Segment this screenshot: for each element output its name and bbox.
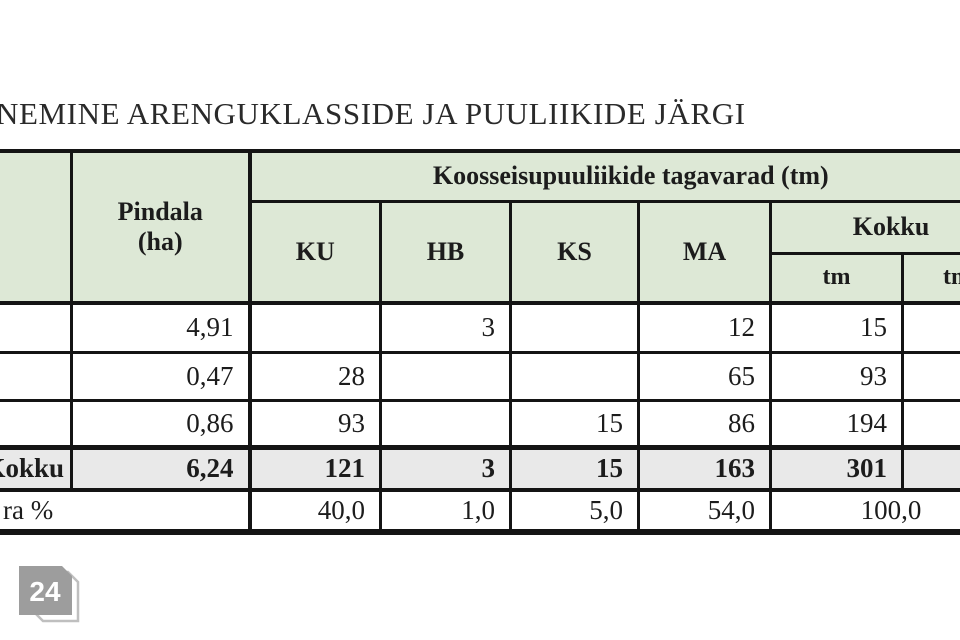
cell-hb: 3 xyxy=(379,301,512,354)
header-pindala-line1: Pindala xyxy=(117,197,203,227)
cell-ku-percent: 40,0 xyxy=(247,488,382,535)
cell-tm: 194 xyxy=(769,398,904,450)
table-row: 0,47 28 65 93 xyxy=(0,350,960,402)
header-rowlabel-cell xyxy=(0,149,73,305)
cell-hb-percent: 1,0 xyxy=(379,488,512,535)
header-pindala-line2: (ha) xyxy=(137,227,183,256)
header-group-cell: Koosseisupuuliikide tagavarad (tm) xyxy=(247,149,960,203)
cell-hb xyxy=(379,350,512,402)
percent-row: ra % 40,0 1,0 5,0 54,0 100,0 xyxy=(0,488,960,535)
header-row-kokku-sub: tm tm xyxy=(0,251,960,305)
cell-hb xyxy=(379,398,512,450)
forestry-data-table: Pindala (ha) Koosseisupuuliikide tagavar… xyxy=(0,149,960,535)
cell-ma: 12 xyxy=(637,301,772,354)
cell-hb-total: 3 xyxy=(379,445,512,492)
cell-ks-percent: 5,0 xyxy=(509,488,640,535)
total-row: Kokku 6,24 121 3 15 163 301 xyxy=(0,445,960,492)
cell-tm: 93 xyxy=(769,350,904,402)
cell-tm: 15 xyxy=(769,301,904,354)
header-species-ku: KU xyxy=(247,199,382,305)
cell-ks xyxy=(509,301,640,354)
cell-ma-percent: 54,0 xyxy=(637,488,772,535)
cell-total-percent: 100,0 xyxy=(768,488,960,535)
header-row-group: Pindala (ha) Koosseisupuuliikide tagavar… xyxy=(0,149,960,305)
page-number-badge[interactable]: 24 xyxy=(0,556,96,640)
header-species-ks: KS xyxy=(509,199,640,305)
cell-ma: 86 xyxy=(637,398,772,450)
header-kokku-sub-tm: tm xyxy=(769,251,904,305)
cell-pindala-total: 6,24 xyxy=(70,445,251,492)
cell-pindala: 0,86 xyxy=(70,398,251,450)
header-pindala-cell: Pindala (ha) xyxy=(70,149,251,305)
cell-ku: 28 xyxy=(247,350,382,402)
percent-row-label: ra % xyxy=(0,488,251,535)
cell-tm2 xyxy=(900,398,960,450)
page-title: NEMINE ARENGUKLASSIDE JA PUULIIKIDE JÄRG… xyxy=(0,96,746,131)
cell-ks: 15 xyxy=(509,398,640,450)
header-species-ma: MA xyxy=(637,199,772,305)
page-badge-background xyxy=(19,566,72,615)
table-row: 4,91 3 12 15 xyxy=(0,301,960,354)
cell-ma-total: 163 xyxy=(637,445,772,492)
cell-ku: 93 xyxy=(247,398,382,450)
header-row-species: KU HB KS MA Kokku xyxy=(0,199,960,305)
cell-pindala: 0,47 xyxy=(70,350,251,402)
cell-tm-total: 301 xyxy=(769,445,904,492)
header-kokku-sub-tm2: tm xyxy=(900,251,960,305)
cell-ks-total: 15 xyxy=(509,445,640,492)
cell-tm2 xyxy=(900,301,960,354)
cell-ku xyxy=(247,301,382,354)
table-row: 0,86 93 15 86 194 xyxy=(0,398,960,450)
cell-tm2 xyxy=(900,350,960,402)
cell-tm2-total xyxy=(900,445,960,492)
cell-rowlabel xyxy=(0,398,73,450)
header-species-hb: HB xyxy=(379,199,512,305)
cell-ma: 65 xyxy=(637,350,772,402)
cell-rowlabel xyxy=(0,301,73,354)
cell-ku-total: 121 xyxy=(247,445,382,492)
cell-rowlabel xyxy=(0,350,73,402)
page-number-label: 24 xyxy=(29,576,61,607)
total-row-label: Kokku xyxy=(0,445,73,492)
header-kokku-cell: Kokku xyxy=(768,199,960,255)
cell-ks xyxy=(509,350,640,402)
cell-pindala: 4,91 xyxy=(70,301,251,354)
